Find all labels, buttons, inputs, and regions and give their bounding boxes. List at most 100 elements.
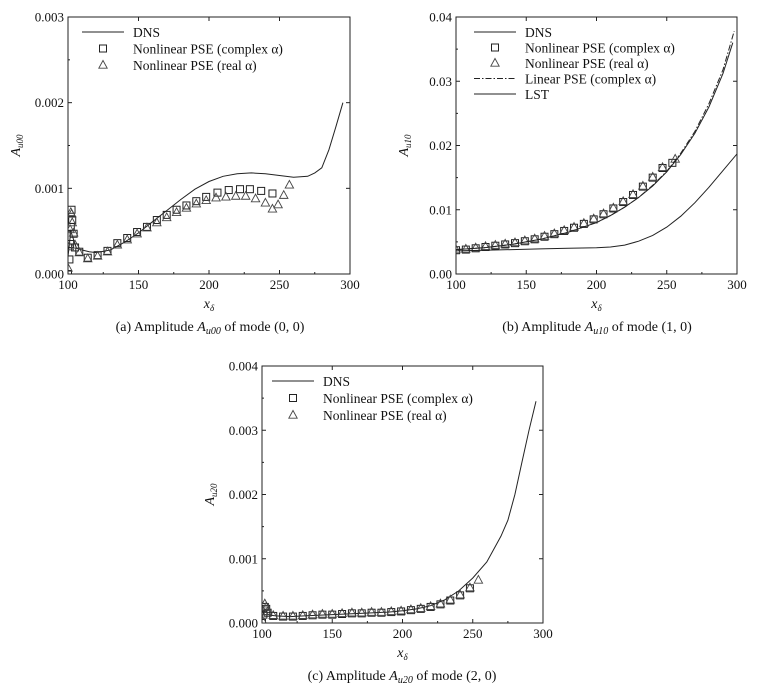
- y-tick-label: 0.02: [429, 138, 452, 153]
- data-point: [122, 234, 133, 244]
- data-point: [455, 589, 466, 599]
- data-point: [406, 606, 415, 615]
- chart-c: 100 150 200 250 300 0.000 0.001 0.002 0.003 0.004…: [203, 359, 553, 687]
- x-tick-label: 300: [340, 277, 360, 292]
- data-point: [357, 609, 366, 618]
- data-point: [599, 210, 608, 219]
- data-point: [510, 237, 520, 247]
- series-line-3: [456, 30, 735, 251]
- series-markers-1: [262, 584, 474, 623]
- y-tick-label: 0.04: [429, 10, 452, 25]
- data-point: [70, 239, 81, 249]
- data-point: [377, 608, 386, 617]
- data-point: [317, 608, 328, 618]
- data-point: [68, 262, 73, 272]
- data-point: [161, 212, 172, 222]
- data-point: [201, 194, 212, 204]
- data-point: [347, 609, 356, 618]
- y-tick-label: 0.01: [429, 202, 452, 217]
- data-point: [338, 610, 347, 619]
- data-point: [297, 609, 308, 619]
- data-point: [376, 606, 387, 616]
- legend-entry-2: Nonlinear PSE (real α): [525, 56, 649, 71]
- data-point: [245, 185, 254, 194]
- data-point: [278, 189, 289, 199]
- y-tick-label: 0.000: [35, 267, 64, 282]
- data-point: [549, 228, 560, 238]
- data-point: [436, 600, 445, 609]
- y-tick-label: 0.003: [35, 10, 64, 25]
- data-point: [191, 198, 202, 208]
- data-point: [260, 197, 271, 207]
- x-tick-label: 250: [270, 277, 290, 292]
- data-point: [102, 246, 113, 256]
- data-point: [456, 244, 461, 254]
- legend-marker: [490, 57, 500, 67]
- data-point: [550, 230, 559, 239]
- data-point: [559, 224, 570, 234]
- y-tick-label: 0.001: [35, 181, 64, 196]
- data-point: [224, 186, 233, 195]
- data-point: [608, 202, 619, 212]
- data-point: [648, 173, 657, 182]
- plot-area: [68, 102, 344, 274]
- x-tick-label: 100: [446, 277, 466, 292]
- data-point: [262, 614, 267, 623]
- data-point: [69, 229, 78, 238]
- data-point: [172, 205, 181, 214]
- data-point: [609, 204, 618, 213]
- data-point: [366, 606, 377, 616]
- data-point: [327, 608, 338, 618]
- data-point: [284, 179, 295, 189]
- y-axis-label: Au10: [397, 134, 413, 158]
- data-point: [273, 199, 284, 209]
- data-point: [619, 198, 628, 207]
- data-point: [637, 180, 648, 190]
- data-point: [473, 574, 484, 584]
- data-point: [268, 609, 279, 619]
- data-point: [490, 239, 501, 249]
- data-point: [142, 222, 152, 232]
- data-point: [658, 163, 667, 172]
- y-tick-label: 0.000: [229, 616, 258, 631]
- data-point: [501, 240, 510, 249]
- y-axis-label: Au20: [203, 483, 219, 507]
- data-point: [220, 191, 231, 201]
- legend-entry-3: Linear PSE (complex α): [525, 72, 656, 87]
- series-line-0: [262, 401, 537, 618]
- y-tick-label: 0.002: [35, 95, 64, 110]
- data-point: [278, 610, 289, 620]
- data-point: [629, 190, 638, 199]
- legend-entry-1: Nonlinear PSE (complex α): [525, 41, 675, 56]
- data-point: [540, 232, 549, 241]
- data-point: [268, 189, 277, 198]
- x-axis-label: xδ: [396, 646, 408, 662]
- chart-b: 100 150 200 250 300 0.00 0.01 0.02 0.03 0.04 xδ Au1…: [397, 10, 747, 338]
- chart-a: 100 150 200 250 300 0.000 0.001 0.002 0.003 xδ Au0…: [9, 10, 360, 338]
- data-point: [346, 607, 357, 617]
- data-point: [202, 192, 211, 201]
- y-tick-label: 0.03: [429, 74, 452, 89]
- y-tick-label: 0.002: [229, 487, 258, 502]
- data-point: [415, 602, 426, 612]
- data-point: [446, 596, 455, 605]
- data-point: [529, 233, 540, 243]
- data-point: [387, 608, 396, 617]
- x-tick-label: 250: [463, 626, 483, 641]
- data-point: [456, 591, 465, 600]
- data-point: [68, 227, 79, 237]
- data-point: [68, 224, 76, 234]
- data-point: [560, 226, 569, 235]
- data-point: [465, 584, 474, 593]
- data-point: [396, 605, 407, 615]
- x-axis-label: xδ: [590, 297, 602, 313]
- legend-entry-2: Nonlinear PSE (real α): [133, 58, 257, 73]
- data-point: [500, 238, 511, 248]
- data-point: [68, 255, 74, 264]
- legend-marker: [491, 43, 499, 52]
- data-point: [298, 611, 307, 620]
- series-line-4: [456, 153, 737, 252]
- data-point: [230, 190, 241, 200]
- x-tick-label: 250: [657, 277, 677, 292]
- data-point: [426, 602, 435, 611]
